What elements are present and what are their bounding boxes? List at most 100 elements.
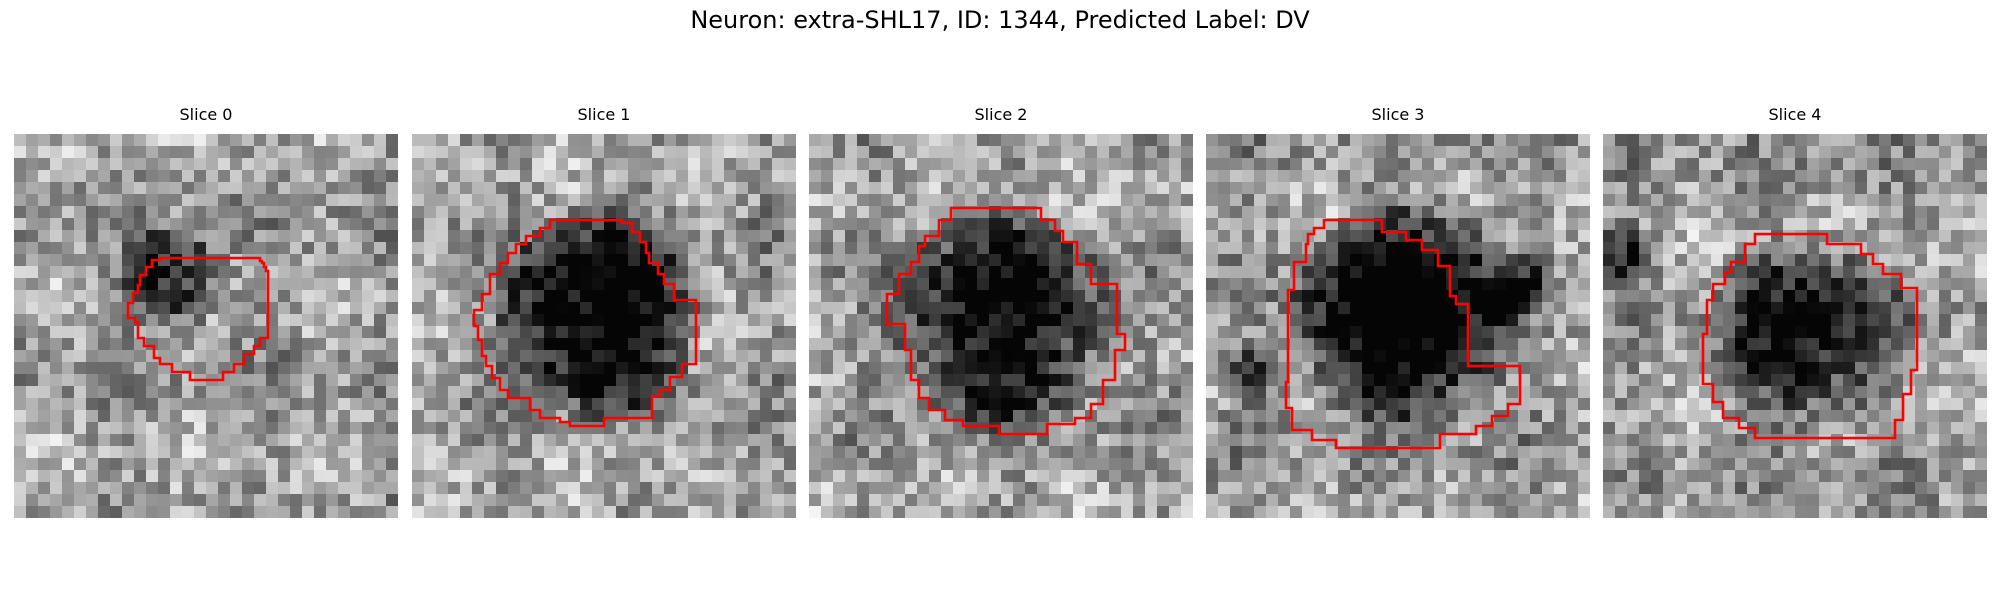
pixel [146,386,159,399]
pixel [544,254,557,267]
pixel [628,374,641,387]
pixel [628,398,641,411]
pixel [1783,278,1796,291]
pixel [1663,386,1676,399]
pixel [290,374,303,387]
pixel [182,278,195,291]
pixel [1386,338,1399,351]
pixel [158,302,171,315]
pixel [1482,314,1495,327]
pixel [1566,194,1579,207]
pixel [194,422,207,435]
pixel [1242,422,1255,435]
pixel [1061,218,1074,231]
pixel [1578,242,1590,255]
pixel [122,218,135,231]
pixel [965,254,978,267]
pixel [1951,386,1964,399]
pixel [833,194,846,207]
pixel [989,158,1002,171]
pixel [1711,134,1724,147]
pixel [1446,146,1459,159]
pixel [893,206,906,219]
pixel [724,266,737,279]
pixel [628,278,641,291]
pixel [520,494,533,507]
pixel [556,278,569,291]
pixel [664,182,677,195]
pixel [965,146,978,159]
pixel [917,266,930,279]
pixel [14,422,27,435]
pixel [1807,206,1820,219]
pixel [1951,182,1964,195]
pixel [941,134,954,147]
pixel [532,422,545,435]
pixel [821,206,834,219]
pixel [122,386,135,399]
pixel [1735,194,1748,207]
pixel [1663,350,1676,363]
pixel [941,494,954,507]
pixel [386,254,398,267]
pixel [1398,218,1411,231]
pixel [1963,278,1976,291]
pixel [484,182,497,195]
pixel [760,146,773,159]
pixel [134,170,147,183]
pixel [544,134,557,147]
pixel [1951,446,1964,459]
pixel [218,218,231,231]
pixel [1494,458,1507,471]
pixel [1242,326,1255,339]
pixel [520,326,533,339]
pixel [604,470,617,483]
pixel [640,158,653,171]
pixel [1927,158,1940,171]
pixel [869,170,882,183]
pixel [38,314,51,327]
pixel [640,410,653,423]
pixel [1819,422,1832,435]
pixel [676,494,689,507]
pixel [1157,386,1170,399]
pixel [1085,146,1098,159]
pixel [1735,362,1748,375]
pixel [845,170,858,183]
pixel [14,314,27,327]
pixel [326,398,339,411]
pixel [1109,194,1122,207]
pixel [472,410,485,423]
pixel [1903,374,1916,387]
pixel [1627,302,1640,315]
pixel [1326,398,1339,411]
pixel [448,230,461,243]
pixel [230,386,243,399]
pixel [1169,362,1182,375]
pixel [688,278,701,291]
pixel [38,266,51,279]
pixel [1302,326,1315,339]
pixel [1302,302,1315,315]
pixel [182,446,195,459]
pixel [1218,158,1231,171]
pixel [628,362,641,375]
pixel [917,410,930,423]
pixel [1218,326,1231,339]
pixel [1879,170,1892,183]
pixel [1302,494,1315,507]
pixel [616,266,629,279]
pixel [784,434,796,447]
pixel [652,194,665,207]
pixel [1470,506,1483,518]
pixel [941,446,954,459]
pixel [1013,146,1026,159]
pixel [1314,326,1327,339]
pixel [1963,134,1976,147]
pixel [1145,158,1158,171]
pixel [1615,350,1628,363]
pixel [580,458,593,471]
pixel [1530,242,1543,255]
pixel [218,266,231,279]
pixel [1963,326,1976,339]
